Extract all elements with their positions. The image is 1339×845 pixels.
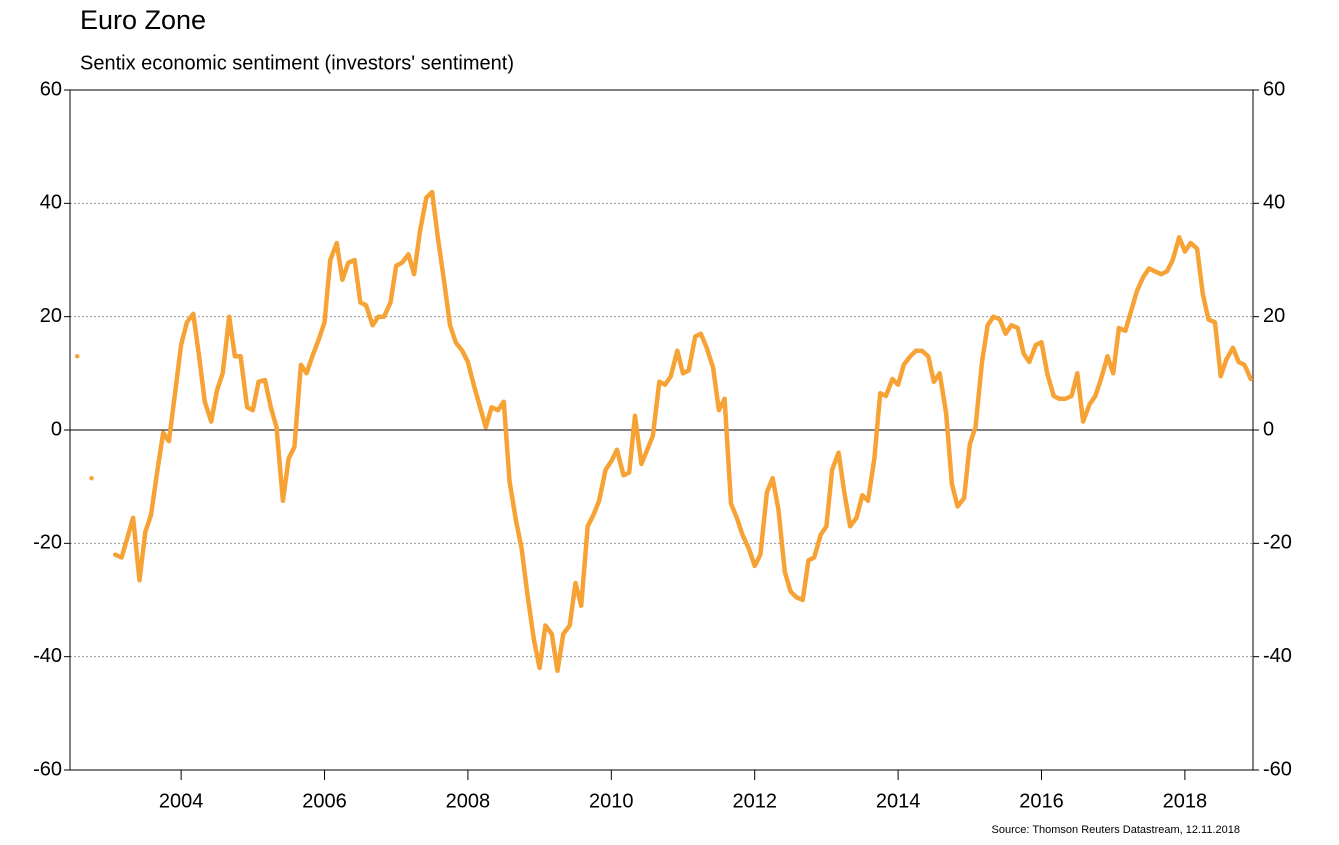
x-tick-label: 2006 <box>302 790 347 812</box>
chart-subtitle: Sentix economic sentiment (investors' se… <box>80 52 514 74</box>
x-tick-label: 2014 <box>876 790 921 812</box>
y-tick-label: -60 <box>33 758 62 780</box>
y2-tick-label: 20 <box>1263 305 1285 327</box>
y-tick-label: 60 <box>40 78 62 100</box>
y2-tick-label: -20 <box>1263 532 1292 554</box>
y2-tick-label: 0 <box>1263 418 1274 440</box>
y2-tick-label: 40 <box>1263 192 1285 214</box>
source-note: Source: Thomson Reuters Datastream, 12.1… <box>992 824 1240 836</box>
y2-tick-label: -40 <box>1263 645 1292 667</box>
y-tick-label: 0 <box>51 418 62 440</box>
x-tick-label: 2008 <box>446 790 491 812</box>
x-tick-label: 2004 <box>159 790 204 812</box>
y-tick-label: 20 <box>40 305 62 327</box>
chart-title: Euro Zone <box>80 5 206 35</box>
y-tick-label: -40 <box>33 645 62 667</box>
y-tick-label: 40 <box>40 192 62 214</box>
y2-tick-label: -60 <box>1263 758 1292 780</box>
x-tick-label: 2012 <box>732 790 777 812</box>
x-tick-label: 2010 <box>589 790 634 812</box>
line-series <box>112 189 1254 674</box>
y-tick-label: -20 <box>33 532 62 554</box>
plot-frame <box>69 89 1254 771</box>
x-tick-label: 2016 <box>1019 790 1064 812</box>
y2-tick-label: 60 <box>1263 78 1285 100</box>
x-tick-label: 2018 <box>1163 790 1208 812</box>
